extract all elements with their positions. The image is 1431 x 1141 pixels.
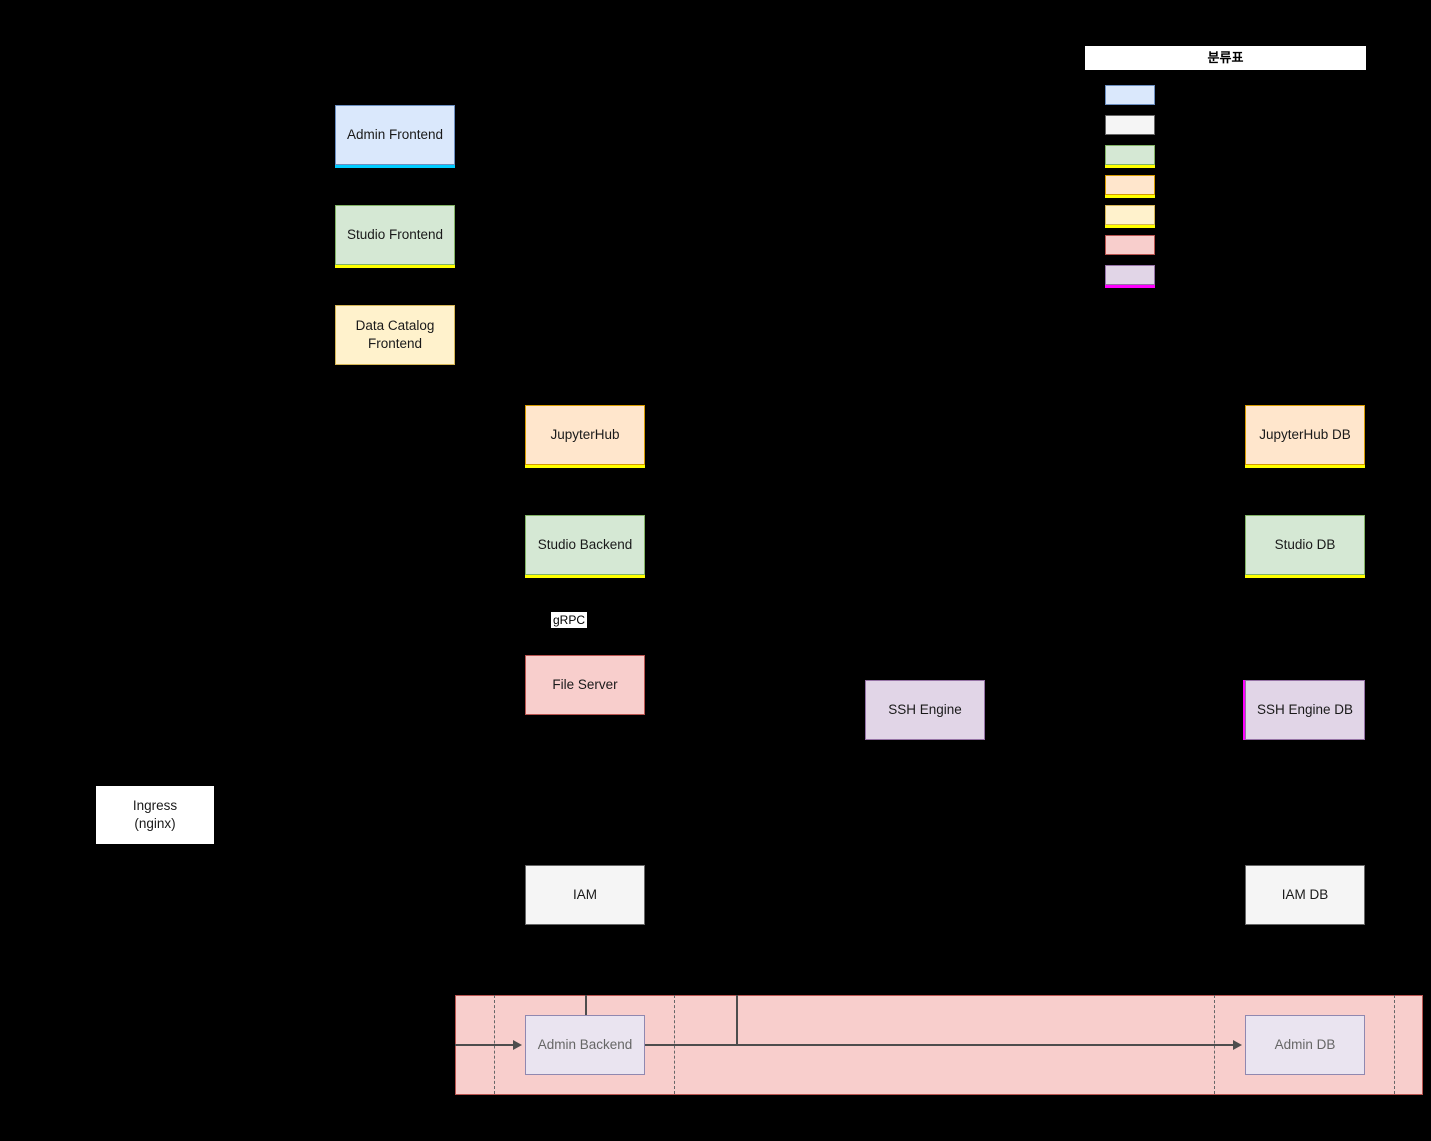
- node-jupyterhub-db[interactable]: JupyterHub DB: [1245, 405, 1365, 468]
- arrowhead-icon: [513, 1040, 522, 1050]
- node-iam[interactable]: IAM: [525, 865, 645, 925]
- node-file-server-label: File Server: [552, 677, 618, 693]
- lane-divider-dashed: [1394, 995, 1395, 1094]
- arrowhead-icon: [1233, 1040, 1242, 1050]
- node-ingress[interactable]: Ingress (nginx): [95, 785, 215, 845]
- node-studio-db-label: Studio DB: [1274, 537, 1336, 553]
- node-admin-db[interactable]: Admin DB: [1245, 1015, 1365, 1075]
- node-ingress-label: Ingress (nginx): [132, 798, 178, 831]
- accent-line: [1245, 575, 1365, 578]
- node-ssh-engine-db[interactable]: SSH Engine DB: [1242, 680, 1365, 740]
- legend-swatch-gray[interactable]: [1105, 115, 1155, 135]
- node-iam-db[interactable]: IAM DB: [1245, 865, 1365, 925]
- connector-admin-backend-to-admin-db: [645, 1044, 1234, 1046]
- connector-vertical: [736, 995, 738, 1045]
- node-admin-backend[interactable]: Admin Backend: [525, 1015, 645, 1075]
- node-admin-db-label: Admin DB: [1274, 1037, 1336, 1053]
- node-file-server[interactable]: File Server: [525, 655, 645, 715]
- node-jupyterhub-db-label: JupyterHub DB: [1259, 427, 1351, 443]
- accent-line: [525, 465, 645, 468]
- node-jupyterhub-label: JupyterHub: [550, 427, 620, 443]
- node-studio-backend-label: Studio Backend: [537, 537, 633, 553]
- legend-title: 분류표: [1085, 46, 1366, 70]
- accent-line: [1105, 195, 1155, 198]
- connector-vertical: [585, 995, 587, 1015]
- grpc-edge-label: gRPC: [551, 612, 588, 628]
- accent-line: [1105, 165, 1155, 168]
- node-ssh-engine-label: SSH Engine: [888, 702, 962, 718]
- node-admin-backend-label: Admin Backend: [537, 1037, 633, 1053]
- legend-swatch-red[interactable]: [1105, 235, 1155, 255]
- node-iam-db-label: IAM DB: [1281, 887, 1329, 903]
- legend-swatch-blue[interactable]: [1105, 85, 1155, 105]
- node-admin-frontend-label: Admin Frontend: [346, 127, 444, 143]
- node-studio-frontend-label: Studio Frontend: [346, 227, 444, 243]
- connector-ingress-to-admin-backend: [455, 1044, 514, 1046]
- node-ssh-engine-db-label: SSH Engine DB: [1256, 702, 1354, 718]
- accent-line: [1245, 465, 1365, 468]
- accent-line: [1242, 680, 1245, 740]
- node-data-catalog-frontend-label: Data Catalog Frontend: [355, 318, 435, 351]
- accent-line: [1105, 285, 1155, 288]
- node-admin-frontend[interactable]: Admin Frontend: [335, 105, 455, 168]
- accent-line: [335, 265, 455, 268]
- node-ssh-engine[interactable]: SSH Engine: [865, 680, 985, 740]
- accent-line: [1105, 225, 1155, 228]
- node-jupyterhub[interactable]: JupyterHub: [525, 405, 645, 468]
- node-data-catalog-frontend[interactable]: Data Catalog Frontend: [335, 305, 455, 365]
- accent-line: [525, 575, 645, 578]
- legend-swatch-green[interactable]: [1105, 145, 1155, 168]
- node-iam-label: IAM: [572, 887, 597, 903]
- legend-swatch-orange[interactable]: [1105, 175, 1155, 198]
- legend-swatch-purple[interactable]: [1105, 265, 1155, 288]
- node-studio-db[interactable]: Studio DB: [1245, 515, 1365, 578]
- accent-line: [335, 165, 455, 168]
- node-studio-backend[interactable]: Studio Backend: [525, 515, 645, 578]
- legend-swatch-yellow[interactable]: [1105, 205, 1155, 228]
- node-studio-frontend[interactable]: Studio Frontend: [335, 205, 455, 268]
